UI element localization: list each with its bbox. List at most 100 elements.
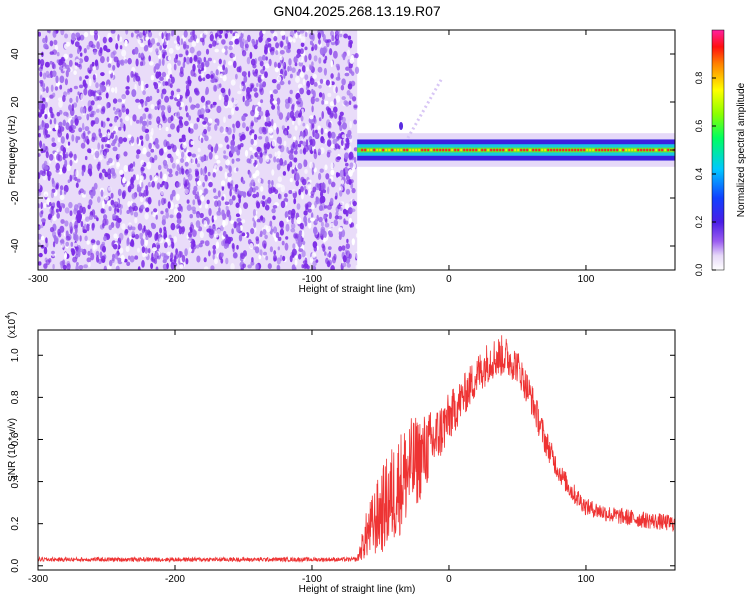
noise-speck	[115, 135, 118, 142]
noise-speck	[228, 88, 231, 97]
noise-speck	[60, 30, 65, 36]
noise-speck	[232, 133, 235, 141]
noise-speck	[81, 206, 86, 215]
noise-speck	[96, 41, 100, 50]
noise-speck	[349, 162, 354, 169]
noise-speck	[239, 207, 242, 215]
noise-speck	[253, 134, 258, 140]
signal-core	[409, 148, 412, 152]
signal-core	[481, 148, 484, 152]
noise-speck	[312, 122, 315, 129]
noise-speck	[293, 198, 297, 205]
noise-speck	[202, 182, 206, 188]
noise-speck	[255, 263, 259, 270]
noise-speck	[264, 234, 268, 240]
noise-speck	[204, 203, 209, 209]
noise-speck	[252, 149, 256, 154]
noise-speck	[148, 142, 152, 150]
noise-speck	[268, 127, 273, 134]
noise-speck	[208, 43, 213, 49]
noise-speck	[75, 59, 80, 63]
noise-speck	[70, 119, 74, 126]
noise-speck	[59, 75, 65, 84]
noise-speck	[83, 31, 89, 38]
noise-speck	[125, 108, 130, 115]
noise-speck	[317, 148, 322, 155]
noise-speck	[155, 266, 159, 270]
noise-speck	[275, 50, 279, 56]
noise-speck	[134, 30, 140, 34]
noise-speck	[262, 195, 266, 200]
noise-speck	[92, 91, 96, 97]
noise-speck	[291, 248, 297, 256]
noise-speck	[338, 245, 343, 252]
noise-speck	[309, 139, 313, 146]
noise-speck	[176, 35, 180, 44]
noise-speck	[275, 42, 280, 49]
noise-speck	[288, 58, 292, 66]
noise-speck	[342, 255, 347, 263]
noise-speck	[99, 86, 104, 94]
noise-speck	[340, 179, 345, 185]
noise-speck	[341, 96, 346, 101]
noise-speck	[319, 196, 324, 204]
noise-speck	[329, 48, 333, 56]
noise-speck	[307, 208, 312, 213]
noise-speck	[221, 196, 225, 201]
signal-core	[544, 148, 547, 152]
noise-speck	[297, 162, 303, 170]
noise-speck	[53, 39, 58, 46]
noise-speck	[280, 200, 286, 209]
noise-speck	[288, 190, 293, 194]
noise-speck	[105, 218, 109, 226]
noise-speck	[303, 210, 308, 216]
noise-speck	[65, 152, 69, 159]
signal-core	[487, 148, 490, 152]
noise-speck	[257, 178, 262, 184]
signal-core	[622, 148, 625, 152]
noise-speck	[54, 44, 59, 51]
noise-speck	[49, 119, 52, 125]
noise-speck	[245, 86, 251, 95]
noise-speck	[176, 88, 181, 93]
noise-speck	[63, 111, 69, 117]
noise-speck	[313, 55, 318, 62]
noise-speck	[159, 171, 163, 179]
noise-speck	[294, 105, 297, 112]
signal-core	[370, 148, 373, 152]
signal-core	[442, 148, 445, 152]
noise-speck	[184, 248, 188, 257]
noise-speck	[290, 212, 295, 219]
noise-speck	[309, 256, 314, 264]
noise-speck	[324, 251, 327, 256]
noise-speck	[221, 240, 226, 247]
noise-speck	[299, 136, 304, 140]
noise-speck	[93, 49, 97, 55]
noise-speck	[133, 211, 139, 218]
noise-speck	[197, 147, 201, 153]
noise-speck	[127, 164, 131, 172]
noise-speck	[69, 159, 73, 167]
noise-speck	[170, 222, 176, 231]
noise-speck	[118, 232, 124, 241]
noise-speck	[80, 220, 84, 228]
noise-speck	[150, 104, 155, 110]
noise-speck	[167, 238, 171, 246]
noise-speck	[39, 71, 43, 77]
noise-speck	[299, 222, 304, 230]
noise-speck	[106, 102, 109, 109]
noise-speck	[283, 198, 289, 203]
noise-speck	[190, 69, 196, 77]
noise-speck	[351, 187, 356, 194]
signal-core	[664, 148, 667, 152]
noise-speck	[89, 64, 93, 72]
noise-speck	[121, 94, 126, 100]
noise-speck	[135, 58, 139, 67]
noise-speck	[273, 156, 277, 163]
noise-speck	[62, 94, 66, 103]
noise-speck	[225, 159, 231, 166]
noise-speck	[294, 62, 298, 67]
noise-speck	[192, 209, 197, 215]
noise-speck	[178, 152, 181, 160]
noise-speck	[251, 38, 255, 44]
